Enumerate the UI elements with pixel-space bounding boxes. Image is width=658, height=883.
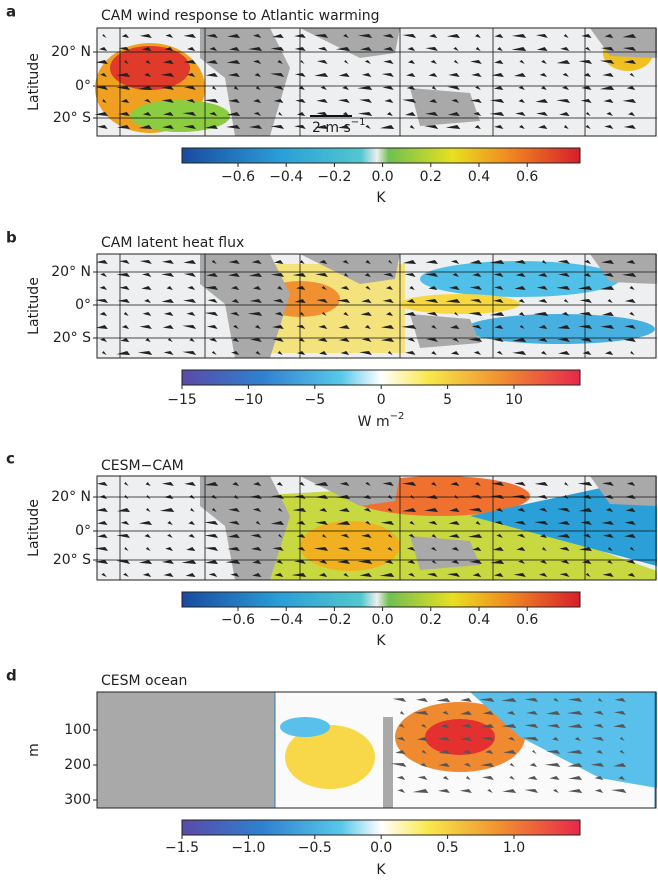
y-tick-label: 0°	[75, 523, 91, 539]
colorbar-tick-label: 0.0	[370, 840, 392, 856]
colorbar-tick-label: −10	[234, 392, 264, 408]
colorbar-unit: K	[376, 633, 386, 649]
y-axis-label: Latitude	[26, 53, 42, 111]
y-tick-label: 0°	[75, 297, 91, 313]
anomaly	[280, 717, 330, 737]
panel-title: CAM wind response to Atlantic warming	[101, 8, 380, 24]
panel: d CESM ocean m 100 200 300 −1.5 −1.0 −0.5 0.0 0.5 1…	[6, 667, 657, 879]
panel-letter: b	[6, 229, 17, 247]
y-tick-label: 20° S	[53, 552, 91, 568]
colorbar-tick-label: 0.4	[468, 612, 490, 628]
colorbar-tick-label: −0.2	[317, 169, 351, 185]
colorbar-tick-label: −0.2	[317, 612, 351, 628]
colorbar-tick-label: 0.5	[436, 840, 458, 856]
colorbar-tick-label: −0.4	[269, 612, 303, 628]
anomaly	[425, 719, 495, 755]
colorbar-tick-label: −1.0	[231, 840, 265, 856]
colorbar-tick-label: 0.6	[516, 612, 538, 628]
panel-letter: c	[6, 450, 15, 468]
colorbar-tick-label: 0.0	[371, 612, 393, 628]
anomaly	[400, 294, 520, 314]
unit-exponent: −2	[390, 411, 405, 422]
colorbar-unit: K	[376, 190, 386, 206]
panel: b CAM latent heat flux Latitude 20° N 0° 20° …	[6, 229, 657, 431]
y-tick-label: 100	[64, 722, 91, 738]
scale-text: 2 m s	[312, 120, 351, 136]
land	[410, 88, 480, 126]
y-tick-label: 20° N	[51, 489, 91, 505]
panel: a CAM wind response to Atlantic warming La…	[6, 3, 657, 207]
colorbar-tick-label: 0.4	[468, 169, 490, 185]
colorbar-tick-label: 0	[377, 392, 386, 408]
unit-text: W m	[358, 414, 390, 430]
colorbar-tick-label: −15	[167, 392, 197, 408]
colorbar-unit: K	[376, 862, 386, 878]
y-axis-label: m	[26, 743, 42, 757]
y-tick-label: 20° S	[53, 330, 91, 346]
anomaly	[420, 261, 620, 297]
unit-text: K	[376, 190, 386, 206]
colorbar-tick-label: 0.0	[371, 169, 393, 185]
colorbar	[182, 820, 580, 835]
land-ridge	[383, 717, 393, 808]
y-tick-label: 300	[64, 792, 91, 808]
y-tick-label: 20° N	[51, 44, 91, 60]
panel: c CESM−CAM Latitude 20° N 0° 20° S −0.6 −0.4 −0.…	[6, 450, 657, 650]
unit-text: K	[376, 862, 386, 878]
land-section	[97, 692, 275, 808]
colorbar-tick-label: 5	[443, 392, 452, 408]
panel-title: CESM−CAM	[101, 458, 184, 474]
y-tick-label: 20° N	[51, 264, 91, 280]
y-axis-label: Latitude	[26, 277, 42, 335]
y-axis-label: Latitude	[26, 499, 42, 557]
panel-title: CAM latent heat flux	[101, 235, 244, 251]
panel-letter: d	[6, 667, 17, 685]
colorbar-tick-label: −0.4	[269, 169, 303, 185]
colorbar	[182, 592, 580, 607]
anomaly	[300, 521, 400, 571]
colorbar-tick-label: −5	[304, 392, 325, 408]
colorbar-tick-label: 0.2	[420, 612, 442, 628]
colorbar-tick-label: 1.0	[503, 840, 525, 856]
page: {"panels": [ {"letter": "a", "title": "C…	[0, 0, 658, 879]
scale-exponent: −1	[351, 117, 366, 128]
colorbar-tick-label: 0.6	[516, 169, 538, 185]
unit-text: K	[376, 633, 386, 649]
colorbar-tick-label: −0.6	[221, 169, 255, 185]
land	[410, 314, 480, 348]
panel-letter: a	[6, 3, 16, 21]
y-tick-label: 20° S	[53, 110, 91, 126]
y-tick-label: 0°	[75, 78, 91, 94]
colorbar-tick-label: −0.6	[221, 612, 255, 628]
colorbar-tick-label: −1.5	[165, 840, 199, 856]
colorbar-tick-label: 0.2	[420, 169, 442, 185]
anomaly	[110, 46, 190, 90]
colorbar-tick-label: 10	[505, 392, 523, 408]
figure: a CAM wind response to Atlantic warming La…	[0, 0, 658, 879]
colorbar-tick-label: −0.5	[298, 840, 332, 856]
panel-title: CESM ocean	[101, 673, 187, 689]
colorbar	[182, 370, 580, 385]
land	[410, 536, 480, 570]
colorbar-unit: W m−2	[358, 411, 405, 430]
colorbar	[182, 148, 580, 163]
y-tick-label: 200	[64, 757, 91, 773]
